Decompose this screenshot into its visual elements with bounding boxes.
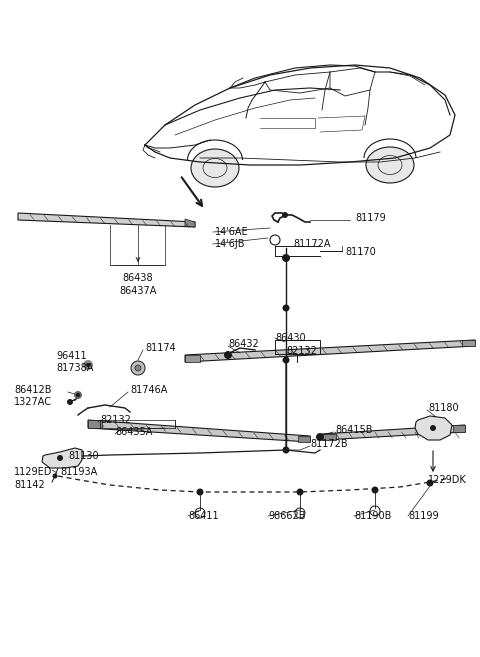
Circle shape <box>76 393 80 397</box>
Text: 86412B: 86412B <box>14 385 51 395</box>
Text: 81170: 81170 <box>345 247 376 257</box>
Text: 81130: 81130 <box>68 451 98 461</box>
Polygon shape <box>185 355 200 362</box>
Polygon shape <box>88 420 102 428</box>
Text: 86430: 86430 <box>275 333 306 343</box>
Text: 81199: 81199 <box>408 511 439 521</box>
Circle shape <box>86 363 90 367</box>
Circle shape <box>372 486 379 493</box>
Text: 81179: 81179 <box>355 213 386 223</box>
Text: 86435A: 86435A <box>115 427 152 437</box>
Circle shape <box>282 254 290 262</box>
Ellipse shape <box>191 149 239 187</box>
Text: 86415B: 86415B <box>335 425 372 435</box>
Text: 81193A: 81193A <box>60 467 97 477</box>
Text: 1327AC: 1327AC <box>14 397 52 407</box>
Circle shape <box>283 304 289 311</box>
Text: 1229DK: 1229DK <box>428 475 467 485</box>
Polygon shape <box>298 436 310 442</box>
Polygon shape <box>18 213 195 227</box>
Text: 98662B: 98662B <box>268 511 305 521</box>
Circle shape <box>67 399 73 405</box>
Circle shape <box>316 433 324 441</box>
Text: 1129ED: 1129ED <box>14 467 52 477</box>
Circle shape <box>83 360 93 370</box>
Ellipse shape <box>366 147 414 183</box>
Circle shape <box>196 489 204 495</box>
Circle shape <box>427 480 433 486</box>
Circle shape <box>297 489 303 495</box>
Text: 86438: 86438 <box>123 273 153 283</box>
Text: 81142: 81142 <box>14 480 45 490</box>
Polygon shape <box>88 420 310 442</box>
Polygon shape <box>462 340 475 346</box>
Text: 81180: 81180 <box>428 403 458 413</box>
Circle shape <box>135 365 141 371</box>
Polygon shape <box>322 434 336 440</box>
Text: 81738A: 81738A <box>56 363 94 373</box>
Polygon shape <box>185 219 195 227</box>
Text: 81174: 81174 <box>145 343 176 353</box>
Polygon shape <box>42 448 82 468</box>
Text: 86432: 86432 <box>228 339 259 349</box>
Text: 81190B: 81190B <box>354 511 391 521</box>
Text: 81746A: 81746A <box>130 385 168 395</box>
Text: 82132: 82132 <box>100 415 131 425</box>
Circle shape <box>224 351 232 359</box>
Circle shape <box>430 425 436 431</box>
Circle shape <box>282 212 288 218</box>
Text: 14'6JB: 14'6JB <box>215 239 245 249</box>
Text: 86437A: 86437A <box>120 286 156 296</box>
Polygon shape <box>453 425 465 432</box>
Bar <box>275 340 320 354</box>
Circle shape <box>131 361 145 375</box>
Circle shape <box>74 391 82 399</box>
Text: 96411: 96411 <box>56 351 86 361</box>
Text: 81172A: 81172A <box>293 239 331 249</box>
Circle shape <box>57 455 63 461</box>
Circle shape <box>283 447 289 453</box>
Text: 82132: 82132 <box>286 346 317 356</box>
Text: 81172B: 81172B <box>310 439 348 449</box>
Polygon shape <box>185 340 475 362</box>
Text: 14'6AE: 14'6AE <box>215 227 249 237</box>
Circle shape <box>52 474 58 478</box>
Text: 86411: 86411 <box>188 511 218 521</box>
Polygon shape <box>415 416 452 440</box>
Polygon shape <box>322 425 465 440</box>
Circle shape <box>283 357 289 363</box>
